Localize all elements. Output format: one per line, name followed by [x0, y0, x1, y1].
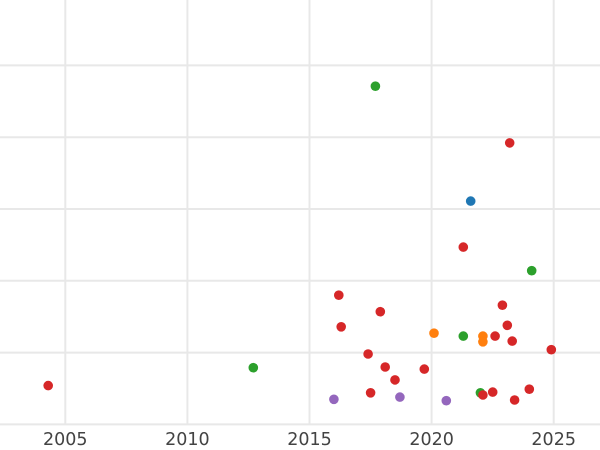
point-orange [478, 337, 488, 347]
x-tick-label: 2025 [531, 430, 576, 450]
point-red [509, 395, 520, 405]
point-red [507, 336, 517, 346]
point-purple [441, 395, 452, 406]
gridlines [0, 0, 600, 426]
point-red [365, 388, 376, 398]
point-red [487, 387, 498, 397]
point-red [363, 349, 373, 359]
point-red [524, 384, 535, 395]
x-tick-label: 2005 [43, 430, 88, 450]
point-red [419, 364, 430, 374]
point-green [526, 265, 537, 276]
point-red [504, 138, 515, 148]
point-red [490, 331, 500, 341]
point-red [502, 320, 513, 331]
point-green [248, 362, 259, 373]
point-red [375, 306, 386, 317]
point-red [458, 242, 469, 252]
scatter-points [43, 81, 557, 406]
point-red [478, 390, 488, 400]
point-red [334, 290, 344, 301]
x-axis-tick-labels: 2005 2010 2015 2020 2025 [43, 430, 576, 450]
point-red [380, 362, 391, 372]
x-tick-label: 2015 [287, 430, 332, 450]
point-green [458, 331, 469, 341]
point-orange [429, 328, 439, 339]
point-purple [395, 392, 405, 402]
point-red [336, 322, 347, 332]
point-green [370, 81, 381, 91]
x-tick-label: 2010 [165, 430, 210, 450]
point-red [43, 380, 53, 391]
point-red [546, 344, 557, 355]
point-red [497, 300, 508, 311]
x-tick-label: 2020 [409, 430, 454, 450]
point-blue [465, 196, 476, 206]
point-red [390, 375, 400, 385]
point-purple [329, 394, 339, 405]
